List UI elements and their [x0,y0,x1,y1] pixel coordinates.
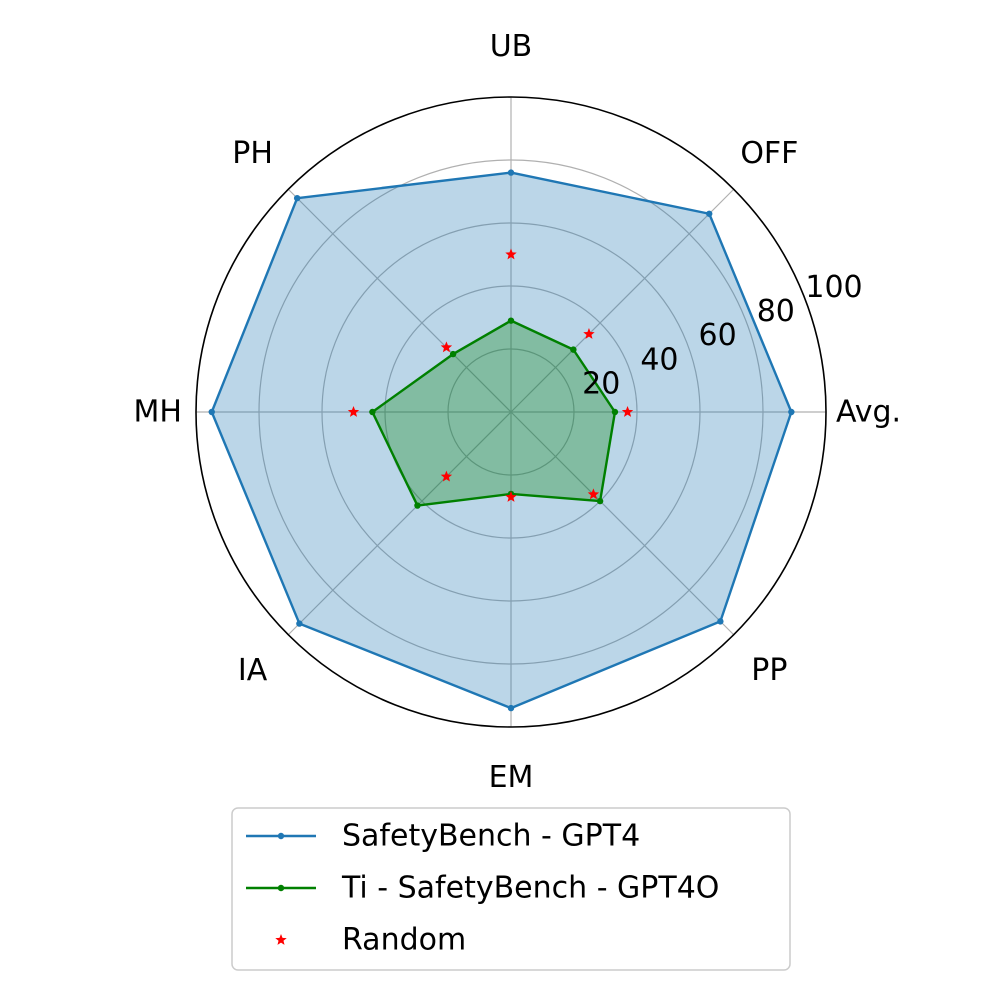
series-0-point [296,620,303,627]
series-1-point [507,317,515,324]
series-2-star-point [621,406,634,417]
series-1-area [372,320,615,506]
series-0-point [717,618,724,625]
series-2-star-point [587,488,600,500]
axis-label: Avg. [836,395,901,430]
r-tick-label: 40 [640,342,678,377]
grid-layer [195,96,827,728]
legend-label: Random [342,923,466,958]
series-0-point [507,169,515,176]
series-1-point [570,346,577,353]
label-layer: Avg. OFF UB PH MH IA EM PP 20 40 60 80 100 [134,29,902,795]
legend-label: SafetyBench - GPT4 [342,819,640,854]
axis-label: OFF [740,136,798,171]
legend-marker [277,832,285,840]
series-2-star-point [583,328,595,339]
spoke-line [510,411,735,636]
legend-marker [277,884,285,892]
series-2-star-point [347,406,360,417]
axis-label: EM [489,760,534,795]
series-0-point [788,408,795,416]
series-1-point [611,408,619,416]
r-tick-label: 100 [805,270,862,305]
axis-label: PH [232,136,273,171]
series-1-point [596,497,604,505]
series-1-point [449,350,457,358]
legend-label: Ti - SafetyBench - GPT4O [341,871,719,906]
spoke-line [510,188,735,413]
series-0-point [208,408,215,416]
series-0-point [706,210,713,217]
legend: SafetyBench - GPT4 Ti - SafetyBench - GPT… [231,807,791,971]
series-layer [208,169,795,712]
axis-label: MH [134,395,182,430]
series-1-point [369,408,376,416]
series-1-point [414,502,421,509]
axis-label: UB [490,29,533,64]
r-tick-label: 60 [699,318,737,353]
polar-frame [195,96,827,728]
axis-label: IA [238,653,268,688]
axis-label: PP [751,653,787,688]
series-2-star-point [440,341,453,353]
spoke-line [287,188,512,413]
series-0-point [293,194,301,202]
series-2-star-point [505,248,517,260]
series-0-area [211,172,792,709]
series-2-star-point [505,491,517,502]
spoke-line [287,411,512,636]
r-tick-label: 20 [582,366,620,401]
legend-star-marker [275,934,287,945]
r-tick-label: 80 [757,294,795,329]
series-2-star-point [440,470,453,482]
series-0-point [507,704,515,712]
legend-box [231,807,791,971]
